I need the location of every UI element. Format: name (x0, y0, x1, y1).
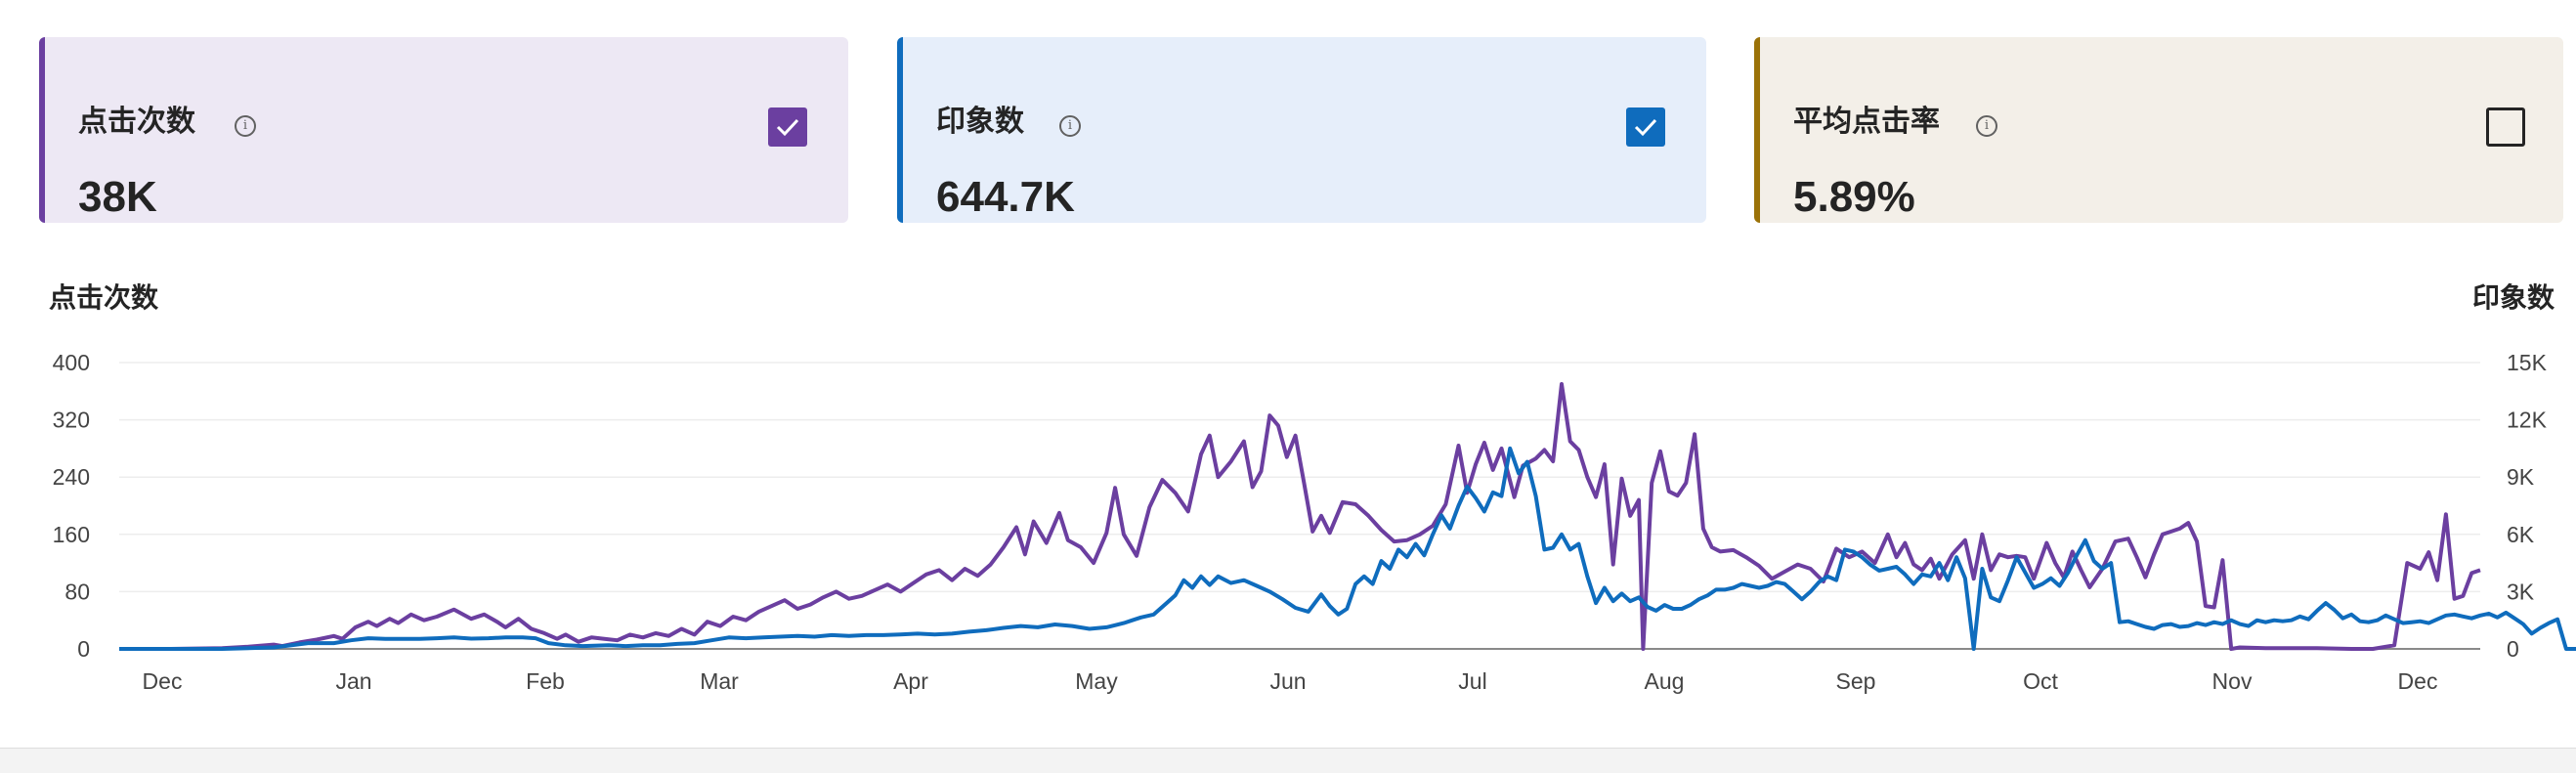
info-icon[interactable]: i (1976, 115, 1997, 137)
left-tick-label: 320 (53, 408, 90, 433)
right-axis-title: 印象数 (2471, 282, 2555, 313)
info-icon[interactable]: i (235, 115, 256, 137)
impressions-card-value: 644.7K (936, 173, 1075, 221)
x-tick-label: Jan (335, 668, 371, 694)
x-tick-label: Nov (2212, 668, 2253, 694)
x-tick-label: Mar (700, 668, 739, 694)
right-tick-label: 12K (2507, 408, 2548, 433)
ctr-metric-card[interactable]: 平均点击率 i 5.89% (1754, 37, 2563, 223)
impressions-checkbox[interactable] (1626, 107, 1665, 147)
x-tick-label: Aug (1645, 668, 1685, 694)
line-chart: 0 0 80 3K 160 6K 240 9K 320 12K 400 15K Dec Jan Feb Mar… (53, 350, 2576, 694)
left-tick-label: 240 (53, 464, 90, 490)
ctr-accent-bar (1754, 37, 1760, 223)
x-tick-label: Oct (2023, 668, 2058, 694)
clicks-accent-bar (39, 37, 45, 223)
right-tick-label: 0 (2507, 636, 2519, 662)
x-tick-label: Feb (526, 668, 565, 694)
right-tick-label: 15K (2507, 350, 2548, 375)
x-tick-label: Sep (1836, 668, 1876, 694)
clicks-checkbox[interactable] (768, 107, 807, 147)
x-tick-label: Dec (143, 668, 183, 694)
ctr-card-value: 5.89% (1793, 173, 1915, 221)
impressions-series-line (119, 446, 2576, 651)
left-tick-label: 400 (53, 350, 90, 375)
info-icon[interactable]: i (1059, 115, 1081, 137)
x-tick-label: Jun (1269, 668, 1306, 694)
x-tick-label: Apr (893, 668, 928, 694)
x-tick-label: Jul (1458, 668, 1486, 694)
right-tick-label: 9K (2507, 464, 2535, 490)
impressions-card-title: 印象数 (936, 106, 1024, 138)
left-axis-title: 点击次数 (49, 282, 159, 313)
clicks-series-line (119, 382, 2481, 651)
clicks-card-title: 点击次数 (78, 106, 195, 138)
x-tick-label: Dec (2398, 668, 2438, 694)
clicks-card-value: 38K (78, 173, 157, 221)
impressions-accent-bar (897, 37, 903, 223)
x-tick-label: May (1075, 668, 1118, 694)
left-tick-label: 0 (77, 636, 90, 662)
ctr-checkbox[interactable] (2486, 107, 2525, 147)
ctr-card-title: 平均点击率 (1793, 106, 1940, 138)
left-tick-label: 80 (64, 579, 90, 604)
right-tick-label: 3K (2507, 579, 2535, 604)
checkmark-icon (1634, 118, 1657, 137)
footer-strip (0, 748, 2576, 773)
clicks-metric-card[interactable]: 点击次数 i 38K (39, 37, 848, 223)
impressions-metric-card[interactable]: 印象数 i 644.7K (897, 37, 1706, 223)
right-tick-label: 6K (2507, 522, 2535, 547)
checkmark-icon (776, 118, 799, 137)
left-tick-label: 160 (53, 522, 90, 547)
